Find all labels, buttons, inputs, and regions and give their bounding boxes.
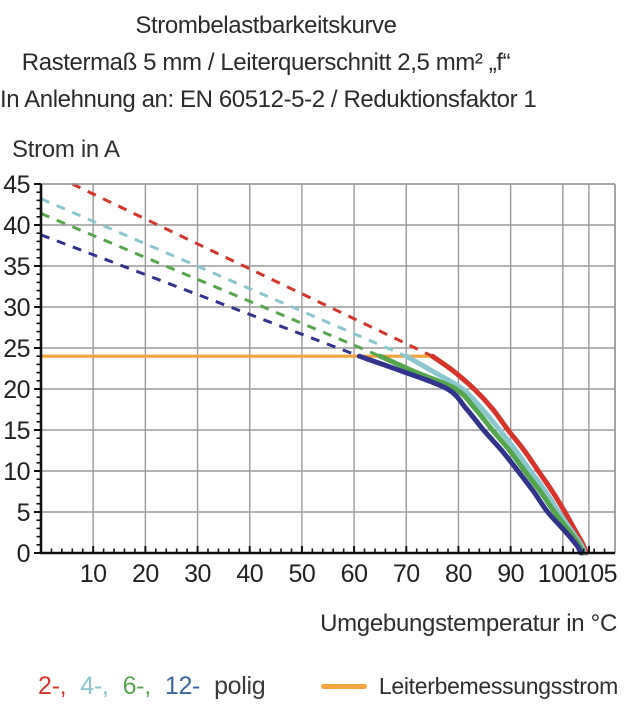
y-tick-label: 45: [3, 171, 30, 199]
y-tick-label: 5: [17, 499, 30, 527]
legend-item-4polig: 4-,: [80, 672, 109, 700]
chart-title-line-3: In Anlehnung an: EN 60512-5-2 / Reduktio…: [0, 86, 537, 113]
x-tick-label: 100: [538, 560, 578, 588]
y-tick-label: 20: [3, 376, 30, 404]
chart-title-line-1: Strombelastbarkeitskurve: [135, 12, 397, 39]
chart-title-line-2: Rastermaß 5 mm / Leiterquerschnitt 2,5 m…: [21, 49, 511, 76]
y-tick-label: 40: [3, 212, 30, 240]
x-tick-label: 40: [236, 560, 263, 588]
y-tick-label: 10: [3, 458, 30, 486]
x-tick-label: 80: [445, 560, 472, 588]
legend-row: 2-, 4-, 6-, 12- polig Leiterbemessungsst…: [0, 668, 640, 708]
y-axis-title: Strom in A: [12, 136, 120, 163]
x-tick-label: 10: [80, 560, 107, 588]
x-tick-label: 30: [184, 560, 211, 588]
y-tick-label: 30: [3, 294, 30, 322]
y-tick-label: 15: [3, 417, 30, 445]
y-tick-label: 0: [17, 540, 30, 568]
legend-reference-line: Leiterbemessungsstrom: [320, 668, 618, 704]
orange-line-swatch: [320, 683, 367, 689]
dashed-curve-12-polig: [40, 233, 360, 358]
legend-polig-suffix: polig: [214, 672, 266, 700]
dashed-curve-4-polig: [40, 197, 407, 358]
chart-title-block: Strombelastbarkeitskurve Rastermaß 5 mm …: [0, 7, 537, 118]
legend-reference-label: Leiterbemessungsstrom: [378, 672, 618, 699]
legend-pole-counts: 2-, 4-, 6-, 12- polig: [38, 668, 266, 704]
x-tick-label: 20: [132, 560, 159, 588]
dashed-curve-2-polig: [71, 182, 434, 358]
legend-item-2polig: 2-,: [38, 672, 67, 700]
x-tick-label: 60: [341, 560, 368, 588]
x-axis-title: Umgebungstemperatur in °C: [320, 610, 617, 637]
solid-curve-2-polig: [429, 353, 589, 556]
dashed-curve-6-polig: [40, 212, 381, 358]
x-tick-label: 50: [289, 560, 316, 588]
x-tick-label: 70: [393, 560, 420, 588]
y-tick-label: 25: [3, 335, 30, 363]
x-tick-label: 90: [497, 560, 524, 588]
solid-curve-12-polig: [356, 353, 584, 556]
legend-item-6polig: 6-,: [122, 672, 152, 700]
solid-curve-6-polig: [377, 353, 586, 556]
x-tick-label: 105: [577, 560, 617, 588]
y-tick-label: 35: [3, 253, 30, 281]
legend-item-12polig: 12-: [164, 672, 201, 700]
